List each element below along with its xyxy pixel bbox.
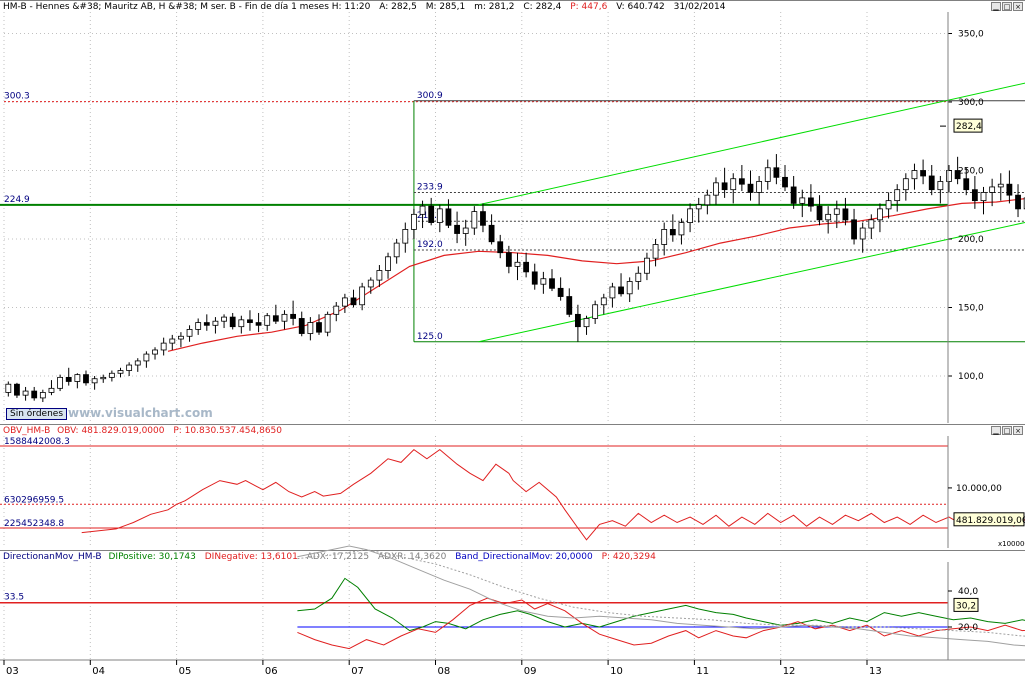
x-tick-label: 13 bbox=[869, 666, 882, 676]
obv-window-controls: ▁ □ × bbox=[991, 426, 1023, 435]
open-value: A: 282,5 bbox=[379, 2, 417, 12]
maximize-button[interactable]: □ bbox=[1002, 2, 1012, 11]
brand-watermark: www.visualchart.com bbox=[68, 406, 213, 420]
sin-ordenes-button[interactable]: Sin órdenes bbox=[6, 408, 68, 420]
obv-minimize-button[interactable]: ▁ bbox=[991, 426, 1001, 435]
adx-value: ADX: 17,2125 bbox=[306, 552, 370, 562]
x-tick-label: 05 bbox=[179, 666, 192, 676]
x-tick-label: 03 bbox=[6, 666, 19, 676]
directional-movement-panel: DirectionanMov_HM-B DIPositive: 30,1743 … bbox=[0, 550, 1025, 661]
dm-indicator-name: DirectionanMov_HM-B bbox=[3, 552, 102, 562]
high-value: M: 285,1 bbox=[425, 2, 466, 12]
obv-p-value: P: 10.830.537.454,8650 bbox=[173, 426, 283, 436]
date-value: 31/02/2014 bbox=[673, 2, 726, 12]
instrument-title: HM-B - Hennes &#38; Mauritz AB, H &#38; … bbox=[3, 2, 371, 12]
dm-p-value: P: 420,3294 bbox=[601, 552, 656, 562]
obv-close-button[interactable]: × bbox=[1013, 426, 1023, 435]
x-tick-label: 12 bbox=[783, 666, 796, 676]
adxr-value: ADXR: 14,3620 bbox=[377, 552, 447, 562]
x-tick-label: 06 bbox=[265, 666, 278, 676]
dip-value: DIPositive: 30,1743 bbox=[108, 552, 196, 562]
close-value: C: 282,4 bbox=[523, 2, 562, 12]
close-button[interactable]: × bbox=[1013, 2, 1023, 11]
obv-panel-header: OBV_HM-B OBV: 481.829.019,0000 P: 10.830… bbox=[3, 426, 288, 436]
obv-value: OBV: 481.829.019,0000 bbox=[57, 426, 165, 436]
x-tick-label: 09 bbox=[524, 666, 537, 676]
obv-maximize-button[interactable]: □ bbox=[1002, 426, 1012, 435]
obv-indicator-name: OBV_HM-B bbox=[3, 426, 51, 436]
obv-panel: OBV_HM-B OBV: 481.829.019,0000 P: 10.830… bbox=[0, 424, 1025, 551]
x-tick-label: 11 bbox=[696, 666, 709, 676]
band-value: Band_DirectionalMov: 20,0000 bbox=[455, 552, 593, 562]
x-tick-label: 07 bbox=[351, 666, 364, 676]
x-tick-label: 10 bbox=[610, 666, 623, 676]
minimize-button[interactable]: ▁ bbox=[991, 2, 1001, 11]
dm-panel-header: DirectionanMov_HM-B DIPositive: 30,1743 … bbox=[3, 552, 662, 562]
price-panel-header: HM-B - Hennes &#38; Mauritz AB, H &#38; … bbox=[3, 2, 731, 12]
price-window-controls: ▁ □ × bbox=[991, 2, 1023, 11]
low-value: m: 281,2 bbox=[474, 2, 515, 12]
price-panel: HM-B - Hennes &#38; Mauritz AB, H &#38; … bbox=[0, 0, 1025, 420]
din-value: DINegative: 13,6101 bbox=[204, 552, 298, 562]
volume-value: V: 640.742 bbox=[616, 2, 665, 12]
x-tick-label: 04 bbox=[92, 666, 105, 676]
points-value: P: 447,6 bbox=[570, 2, 608, 12]
x-tick-label: 08 bbox=[438, 666, 451, 676]
